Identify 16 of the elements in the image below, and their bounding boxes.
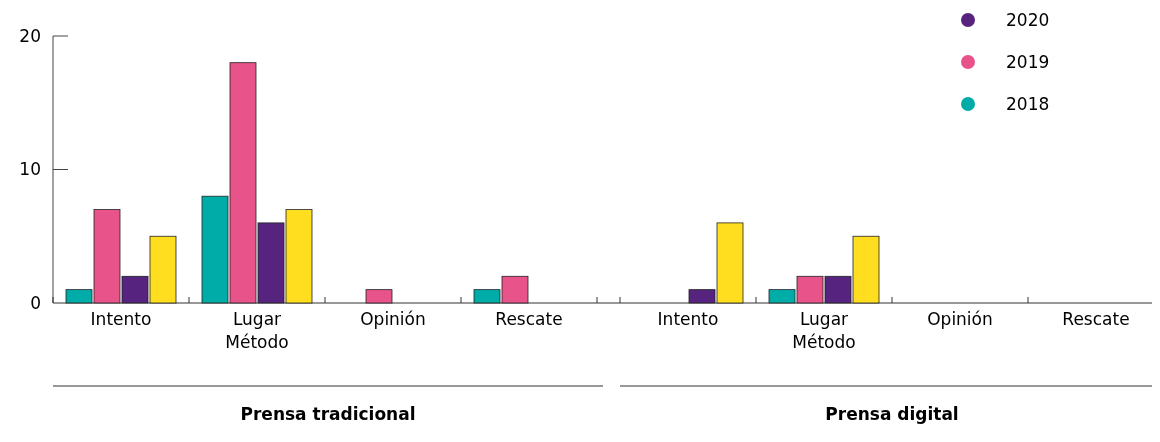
x-tick-label: Opinión	[360, 309, 426, 329]
text: Prensa digital	[825, 404, 959, 424]
y-tick-label: 10	[19, 159, 41, 180]
x-tick-label: Opinión	[927, 309, 993, 329]
x-tick-label: Rescate	[1062, 309, 1130, 329]
x-tick-label: Lugar Método	[225, 309, 289, 352]
text: Prensa tradicional	[240, 404, 416, 424]
x-tick-label: Intento	[90, 309, 152, 329]
x-tick-label: Intento	[657, 309, 719, 329]
legend-label: 2018	[1006, 93, 1050, 114]
y-tick-label: 20	[19, 25, 41, 46]
y-tick-label: 0	[30, 292, 41, 313]
legend-label: 2020	[1006, 9, 1050, 30]
legend-label: 2019	[1006, 51, 1050, 72]
x-tick-label: Rescate	[495, 309, 563, 329]
x-tick-label: Lugar Método	[792, 309, 856, 352]
